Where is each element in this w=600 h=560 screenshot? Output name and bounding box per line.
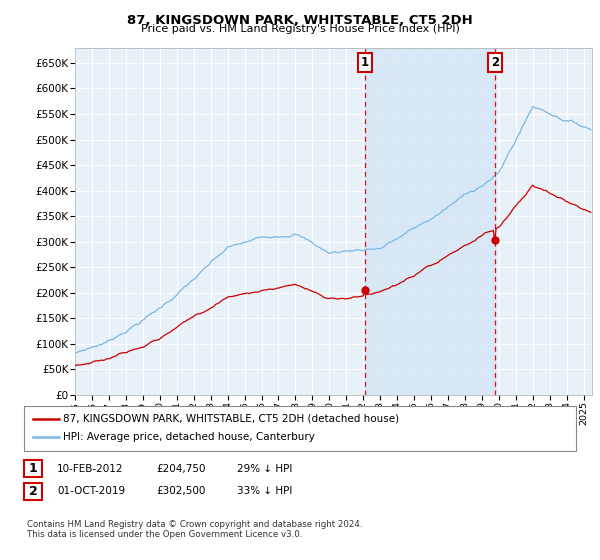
Bar [365,48,494,395]
Text: 87, KINGSDOWN PARK, WHITSTABLE, CT5 2DH: 87, KINGSDOWN PARK, WHITSTABLE, CT5 2DH [127,14,473,27]
Text: 33% ↓ HPI: 33% ↓ HPI [237,486,292,496]
Text: 29% ↓ HPI: 29% ↓ HPI [237,464,292,474]
Text: £302,500: £302,500 [156,486,205,496]
Text: 2: 2 [491,57,499,69]
Text: 1: 1 [29,462,37,475]
Text: 01-OCT-2019: 01-OCT-2019 [57,486,125,496]
Text: £204,750: £204,750 [156,464,205,474]
Text: Price paid vs. HM Land Registry's House Price Index (HPI): Price paid vs. HM Land Registry's House … [140,24,460,34]
Text: HPI: Average price, detached house, Canterbury: HPI: Average price, detached house, Cant… [63,432,315,442]
Text: 2: 2 [29,484,37,498]
Text: 87, KINGSDOWN PARK, WHITSTABLE, CT5 2DH (detached house): 87, KINGSDOWN PARK, WHITSTABLE, CT5 2DH … [63,414,399,424]
Text: 1: 1 [361,57,369,69]
Text: 10-FEB-2012: 10-FEB-2012 [57,464,124,474]
Text: Contains HM Land Registry data © Crown copyright and database right 2024.
This d: Contains HM Land Registry data © Crown c… [27,520,362,539]
